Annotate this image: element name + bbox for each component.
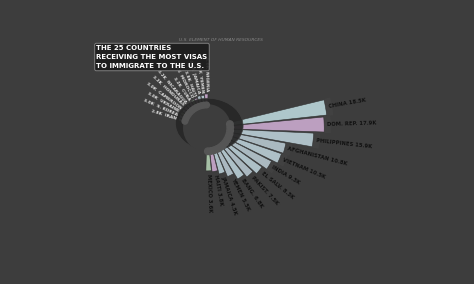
Wedge shape <box>230 100 327 126</box>
Circle shape <box>226 131 233 137</box>
Wedge shape <box>224 142 262 174</box>
Text: 3.0K  UKRAINE: 3.0K UKRAINE <box>146 92 180 113</box>
Circle shape <box>219 142 226 148</box>
Circle shape <box>191 106 197 112</box>
Text: EL SALV. 8.3K: EL SALV. 8.3K <box>260 170 294 200</box>
Circle shape <box>199 103 204 108</box>
Circle shape <box>196 104 202 109</box>
Wedge shape <box>207 128 320 149</box>
Text: INDIA 9.3K: INDIA 9.3K <box>271 165 301 185</box>
Wedge shape <box>186 104 193 111</box>
Circle shape <box>189 108 195 113</box>
Wedge shape <box>216 149 234 177</box>
Wedge shape <box>189 102 195 109</box>
Wedge shape <box>210 151 218 172</box>
Circle shape <box>193 105 199 110</box>
Circle shape <box>227 124 234 131</box>
Text: VIETNAM 10.5K: VIETNAM 10.5K <box>282 157 326 180</box>
Text: 3.2K  CUBA: 3.2K CUBA <box>172 77 191 102</box>
Wedge shape <box>227 139 272 169</box>
Wedge shape <box>201 95 205 105</box>
Wedge shape <box>219 147 244 179</box>
Text: 3.6K  MOROCCO: 3.6K MOROCCO <box>172 62 193 99</box>
Text: HAITI 3.8K: HAITI 3.8K <box>213 174 223 205</box>
Circle shape <box>187 109 193 115</box>
Wedge shape <box>206 152 211 171</box>
Wedge shape <box>205 94 208 105</box>
Circle shape <box>184 114 190 119</box>
Wedge shape <box>213 150 225 174</box>
Circle shape <box>227 128 233 134</box>
Circle shape <box>211 147 218 153</box>
Text: YEMEN 5.5K: YEMEN 5.5K <box>230 177 250 211</box>
Text: PAKIST. 7.5K: PAKIST. 7.5K <box>250 175 279 206</box>
Wedge shape <box>184 106 191 113</box>
Wedge shape <box>207 97 333 128</box>
Circle shape <box>201 102 207 108</box>
Wedge shape <box>179 115 186 120</box>
Wedge shape <box>191 100 197 108</box>
Circle shape <box>224 137 230 143</box>
Text: JAMAICA 4.5K: JAMAICA 4.5K <box>220 175 238 215</box>
Wedge shape <box>197 96 202 106</box>
Circle shape <box>217 144 224 151</box>
Wedge shape <box>207 128 288 166</box>
Wedge shape <box>207 128 278 173</box>
Text: THE 25 COUNTRIES
RECEIVING THE MOST VISAS
TO IMMIGRATE TO THE U.S.: THE 25 COUNTRIES RECEIVING THE MOST VISA… <box>96 45 208 69</box>
Circle shape <box>227 121 233 128</box>
Wedge shape <box>207 128 292 156</box>
Text: PHILIPPINES 15.9K: PHILIPPINES 15.9K <box>316 138 372 149</box>
Text: 3.8K  HAITI: 3.8K HAITI <box>183 70 197 97</box>
Text: 4.4K  YEMEN: 4.4K YEMEN <box>196 62 204 93</box>
Text: 3.2K  HONDURAS: 3.2K HONDURAS <box>151 75 184 107</box>
Text: BANG. 6.8K: BANG. 6.8K <box>241 178 264 209</box>
Wedge shape <box>230 117 324 132</box>
Ellipse shape <box>175 98 243 151</box>
Circle shape <box>204 102 210 108</box>
Text: 3.2K  NICARAGUA: 3.2K NICARAGUA <box>156 69 187 104</box>
Circle shape <box>214 146 221 152</box>
Text: DOM. REP. 17.9K: DOM. REP. 17.9K <box>327 120 377 127</box>
Circle shape <box>183 116 189 122</box>
Circle shape <box>222 139 228 146</box>
Wedge shape <box>222 144 253 177</box>
Wedge shape <box>230 129 314 147</box>
Wedge shape <box>194 98 200 106</box>
Text: MEXICO 3.6K: MEXICO 3.6K <box>206 174 213 212</box>
Ellipse shape <box>183 104 231 152</box>
Text: 3.0K  CAMEROON: 3.0K CAMEROON <box>146 82 182 110</box>
Circle shape <box>225 134 232 140</box>
Text: AFGHANISTAN 10.8K: AFGHANISTAN 10.8K <box>287 147 348 167</box>
Circle shape <box>208 148 214 154</box>
Wedge shape <box>207 116 331 133</box>
Text: CHINA 18.5K: CHINA 18.5K <box>328 98 366 109</box>
Wedge shape <box>178 118 185 122</box>
Circle shape <box>205 148 211 154</box>
Text: 4.5K  JAMAICA: 4.5K JAMAICA <box>188 59 200 94</box>
Text: 5.0K  NIGERIA: 5.0K NIGERIA <box>203 57 208 91</box>
Wedge shape <box>182 109 189 115</box>
Wedge shape <box>180 112 187 117</box>
Wedge shape <box>229 133 286 153</box>
Wedge shape <box>228 136 282 163</box>
Circle shape <box>182 118 188 124</box>
Text: U.S. ELEMENT OF HUMAN RESOURCES: U.S. ELEMENT OF HUMAN RESOURCES <box>179 37 263 41</box>
Text: 2.8K  IRAN: 2.8K IRAN <box>151 109 177 120</box>
Text: 3.0K  S. KOREA: 3.0K S. KOREA <box>142 98 178 117</box>
Circle shape <box>186 111 191 117</box>
